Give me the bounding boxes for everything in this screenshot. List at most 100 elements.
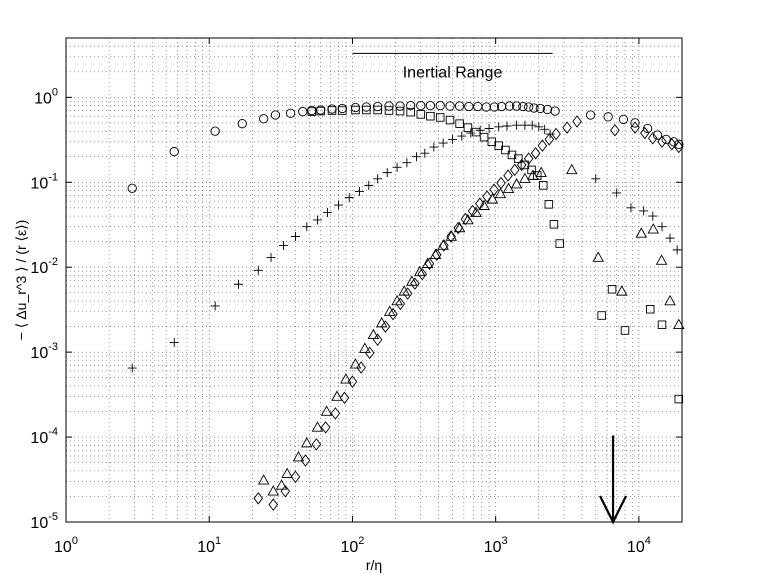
x-tick-label: 103 xyxy=(484,535,508,556)
data-point-plus xyxy=(591,174,601,184)
tick-label-exponent: -1 xyxy=(48,171,58,183)
data-point-diamond xyxy=(347,375,358,388)
y-tick-label: 10-1 xyxy=(30,171,58,192)
tick-marks xyxy=(65,38,682,523)
data-point-circle xyxy=(535,103,545,114)
data-point-triangle xyxy=(367,328,380,340)
data-point-triangle xyxy=(257,474,270,485)
data-point-diamond xyxy=(482,190,492,203)
data-point-plus xyxy=(420,148,430,158)
y-tick-label: 10-5 xyxy=(30,511,58,532)
data-point-square xyxy=(445,115,455,125)
data-point-diamond xyxy=(523,152,534,165)
data-point-diamond xyxy=(510,163,520,177)
x-tick-label: 100 xyxy=(54,535,78,556)
data-point-circle xyxy=(416,100,426,111)
tick-label-exponent: -2 xyxy=(48,256,58,268)
data-point-plus xyxy=(402,158,412,168)
data-point-plus xyxy=(323,208,333,218)
data-point-diamond xyxy=(395,297,406,311)
data-point-plus xyxy=(612,188,622,198)
data-point-circle xyxy=(210,126,220,136)
data-point-triangle xyxy=(510,178,523,189)
data-point-plus xyxy=(411,152,421,162)
data-point-diamond xyxy=(657,135,667,149)
data-point-plus xyxy=(639,206,649,216)
data-point-diamond xyxy=(320,421,331,434)
data-point-plus xyxy=(626,203,636,213)
tick-label-base: 10 xyxy=(30,175,48,192)
data-point-triangle xyxy=(527,169,539,180)
data-point-plus xyxy=(540,124,550,134)
data-point-plus xyxy=(429,142,439,152)
data-point-triangle xyxy=(445,230,458,241)
series-square xyxy=(307,105,684,404)
data-point-plus xyxy=(127,363,137,373)
tick-label-base: 10 xyxy=(627,539,645,556)
data-point-diamond xyxy=(530,146,541,160)
data-point-triangle xyxy=(647,223,660,234)
data-point-circle xyxy=(237,119,247,129)
data-point-triangle xyxy=(502,182,515,193)
data-point-plus xyxy=(648,211,658,221)
data-point-diamond xyxy=(364,346,375,360)
data-point-diamond xyxy=(410,277,420,290)
data-point-diamond xyxy=(380,320,391,333)
data-point-diamond xyxy=(330,407,341,420)
data-point-square xyxy=(514,154,523,163)
data-point-square xyxy=(539,181,548,190)
data-point-plus xyxy=(494,122,504,132)
data-point-triangle xyxy=(470,206,482,217)
tick-label-base: 10 xyxy=(54,539,72,556)
data-point-circle xyxy=(585,110,596,120)
data-point-square xyxy=(384,106,394,115)
data-point-circle xyxy=(395,101,405,111)
data-point-diamond xyxy=(551,127,561,141)
data-point-diamond xyxy=(640,126,650,140)
data-point-triangle xyxy=(478,199,490,210)
tick-label-base: 10 xyxy=(30,345,48,362)
tick-label-exponent: -5 xyxy=(48,511,58,523)
tick-label-base: 10 xyxy=(340,539,358,556)
tick-label-base: 10 xyxy=(197,539,215,556)
data-point-plus xyxy=(672,245,682,255)
data-point-diamond xyxy=(503,169,513,182)
data-point-square xyxy=(406,107,415,117)
data-point-diamond xyxy=(356,361,366,374)
data-point-plus xyxy=(512,120,522,130)
data-point-square xyxy=(316,106,325,116)
data-point-circle xyxy=(603,112,613,122)
y-tick-label: 10-4 xyxy=(30,426,58,447)
data-point-square xyxy=(544,200,554,209)
data-point-diamond xyxy=(496,176,506,190)
data-point-diamond xyxy=(544,133,555,146)
data-point-diamond xyxy=(630,121,640,134)
data-point-square xyxy=(674,394,684,404)
data-point-plus xyxy=(527,120,537,130)
tick-label-exponent: 3 xyxy=(502,535,508,547)
data-point-triangle xyxy=(462,213,474,225)
data-point-circle xyxy=(384,101,394,111)
data-point-diamond xyxy=(417,267,427,281)
data-point-triangle xyxy=(664,294,676,306)
data-point-circle xyxy=(542,104,553,115)
y-tick-label: 10-3 xyxy=(30,341,58,362)
data-point-circle xyxy=(504,101,515,111)
data-point-plus xyxy=(665,233,675,243)
data-point-plus xyxy=(534,122,544,132)
data-point-triangle xyxy=(275,479,288,490)
data-point-diamond xyxy=(253,492,264,505)
data-point-triangle xyxy=(281,467,293,478)
data-point-square xyxy=(362,105,371,115)
data-point-triangle xyxy=(292,451,305,462)
data-point-circle xyxy=(550,106,560,116)
data-point-triangle xyxy=(655,254,668,265)
data-point-square xyxy=(435,113,445,122)
data-point-triangle xyxy=(592,251,604,262)
data-point-square xyxy=(520,160,530,170)
data-point-diamond xyxy=(667,138,677,151)
data-point-diamond xyxy=(467,204,478,218)
data-point-triangle xyxy=(635,227,648,238)
